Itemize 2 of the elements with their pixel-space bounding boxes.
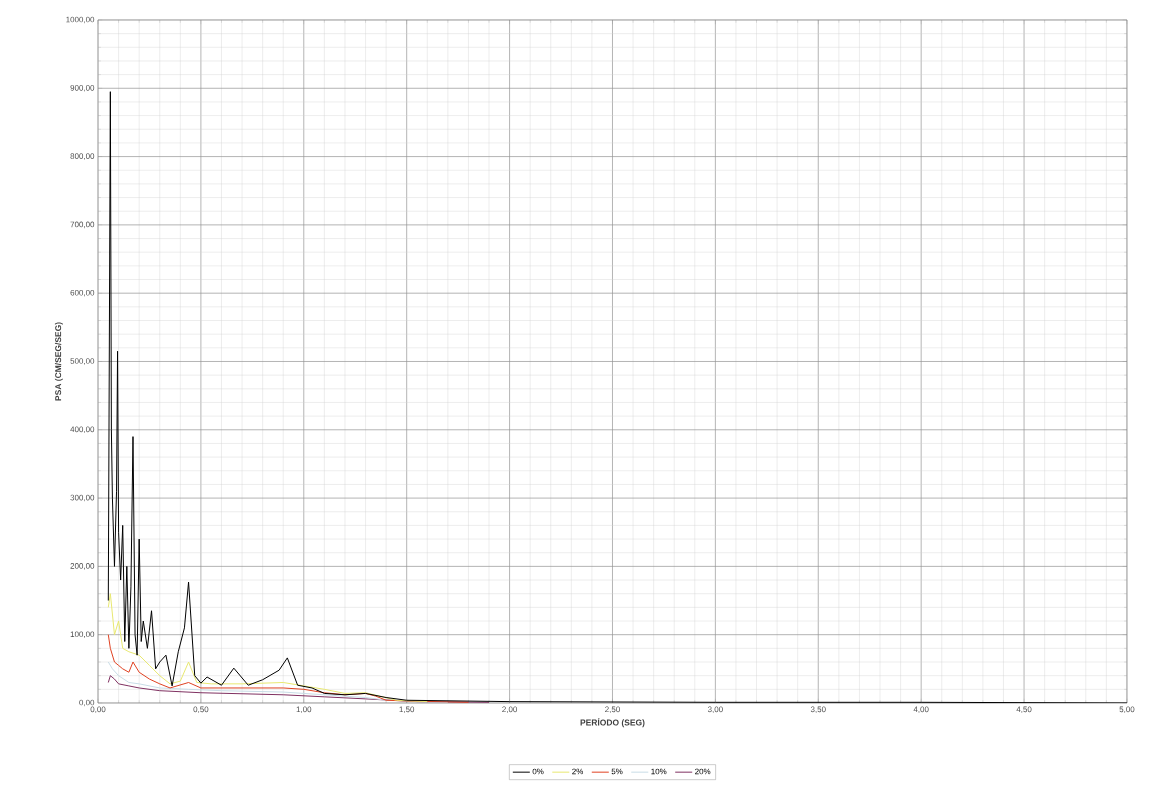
x-axis-title: PERÍODO (SEG) [580,717,645,728]
y-axis-title: PSA (CM/SEG/SEG) [54,322,63,401]
